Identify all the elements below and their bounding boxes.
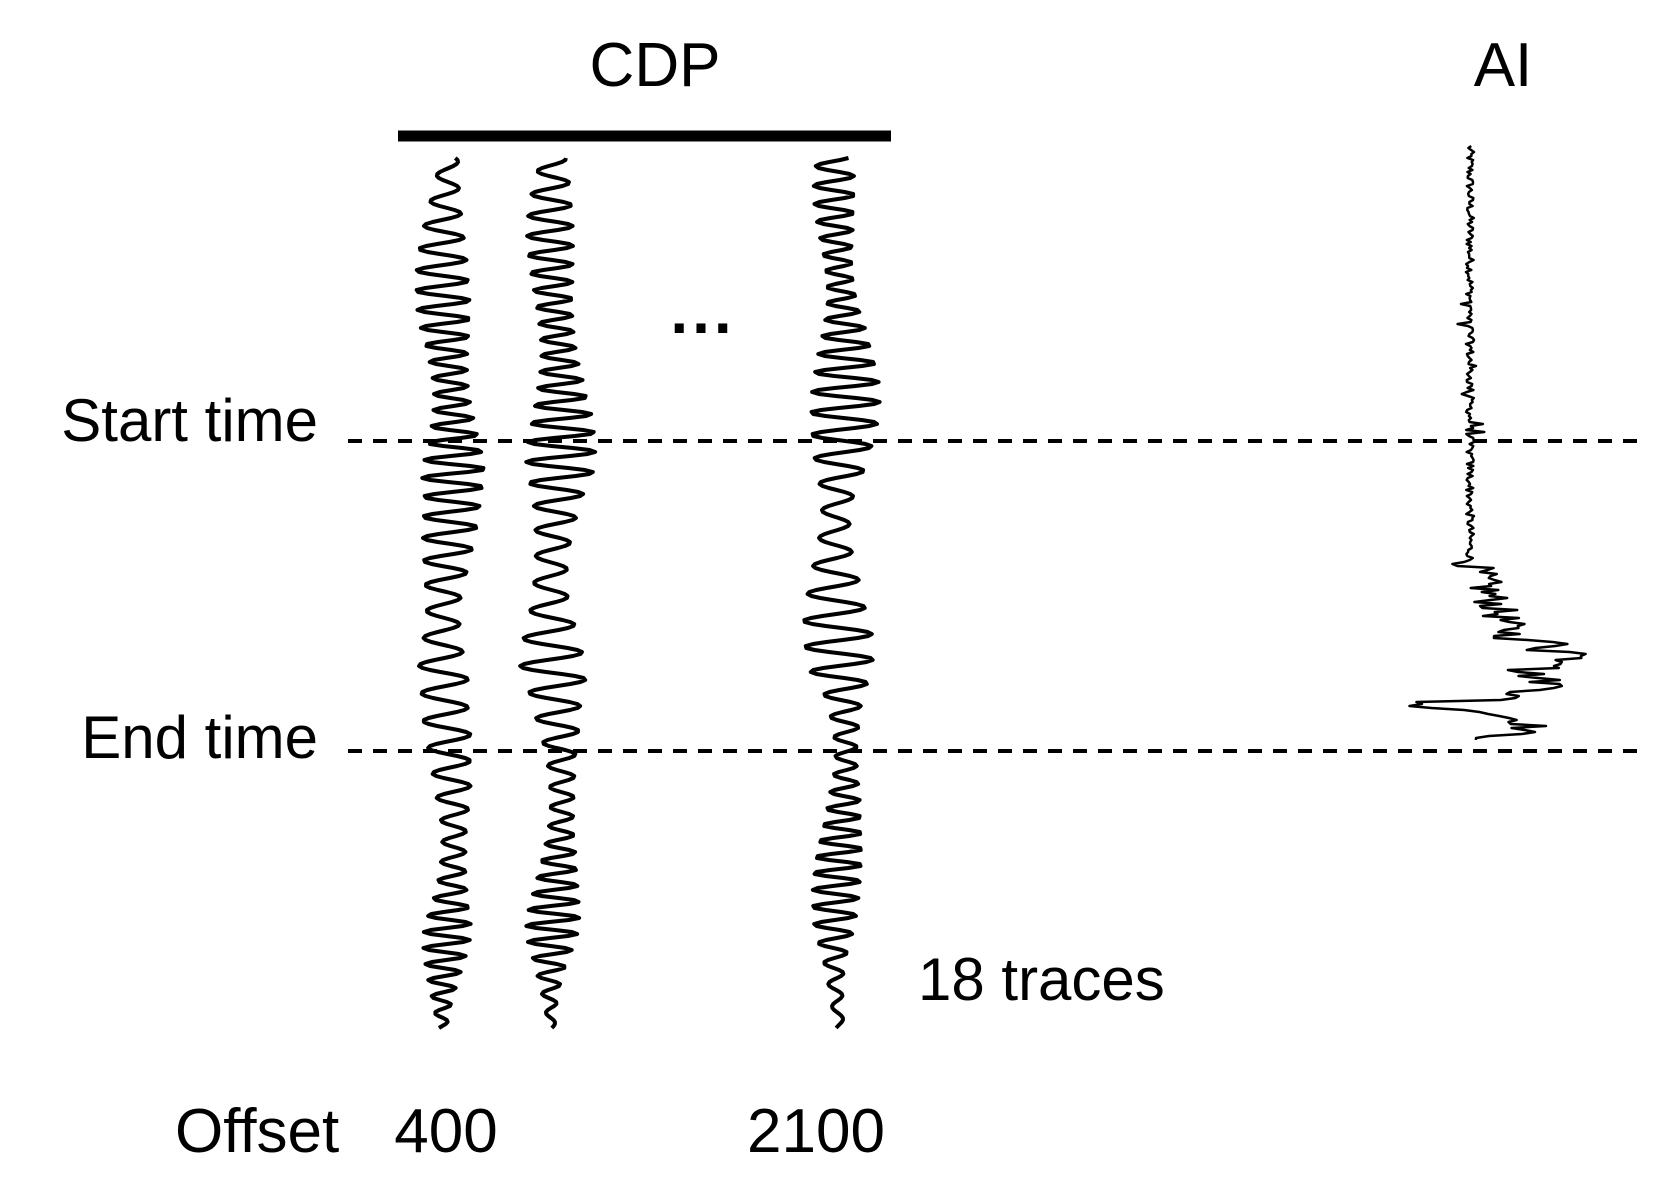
start-time-label: Start time [61, 387, 318, 454]
offset-min-label: 400 [394, 1097, 497, 1166]
offset-label: Offset [175, 1097, 339, 1166]
offset-max-label: 2100 [747, 1097, 885, 1166]
end-time-label: End time [81, 704, 318, 771]
seismic-trace-offset-2100 [802, 156, 882, 1030]
trace-ellipsis: ... [670, 275, 735, 347]
ai-label: AI [1474, 31, 1533, 100]
cdp-label: CDP [590, 31, 721, 100]
seismic-trace-2 [518, 157, 598, 1030]
acoustic-impedance-log [1408, 144, 1587, 741]
trace-count-label: 18 traces [918, 946, 1165, 1013]
seismic-trace-offset-400 [414, 156, 486, 1030]
seismic-traces [414, 156, 882, 1030]
